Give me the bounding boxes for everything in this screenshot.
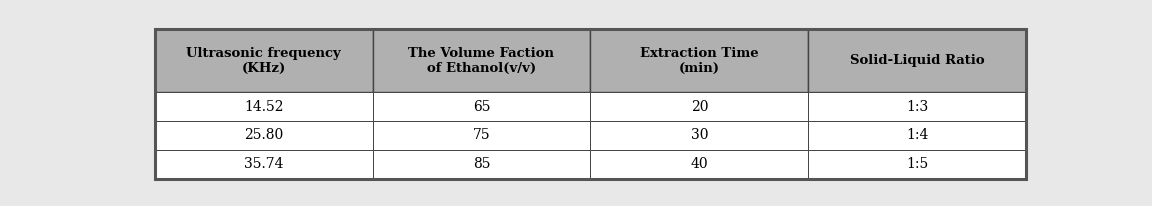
Text: 14.52: 14.52 — [244, 99, 283, 114]
Bar — [372, 92, 590, 121]
Text: 85: 85 — [472, 157, 491, 171]
Bar — [809, 121, 1026, 150]
Text: 1:5: 1:5 — [905, 157, 929, 171]
Bar — [372, 121, 590, 150]
Text: 30: 30 — [690, 128, 708, 142]
Bar — [809, 29, 1026, 92]
Text: Solid-Liquid Ratio: Solid-Liquid Ratio — [850, 54, 985, 67]
Bar — [154, 29, 372, 92]
Text: 35.74: 35.74 — [244, 157, 283, 171]
Text: 1:4: 1:4 — [905, 128, 929, 142]
Bar — [809, 92, 1026, 121]
Bar — [154, 92, 372, 121]
Bar — [372, 29, 590, 92]
Text: Extraction Time
(min): Extraction Time (min) — [641, 47, 759, 75]
Text: The Volume Faction
of Ethanol(v/v): The Volume Faction of Ethanol(v/v) — [409, 47, 554, 75]
Bar — [590, 121, 809, 150]
Bar — [809, 150, 1026, 179]
Bar — [372, 150, 590, 179]
Bar — [154, 150, 372, 179]
Bar — [154, 121, 372, 150]
Bar — [590, 150, 809, 179]
Text: 65: 65 — [472, 99, 491, 114]
Bar — [590, 29, 809, 92]
Bar — [590, 92, 809, 121]
Text: 20: 20 — [690, 99, 708, 114]
Text: 40: 40 — [690, 157, 708, 171]
Text: 1:3: 1:3 — [905, 99, 929, 114]
Text: Ultrasonic frequency
(KHz): Ultrasonic frequency (KHz) — [187, 47, 341, 75]
Text: 25.80: 25.80 — [244, 128, 283, 142]
Text: 75: 75 — [472, 128, 491, 142]
